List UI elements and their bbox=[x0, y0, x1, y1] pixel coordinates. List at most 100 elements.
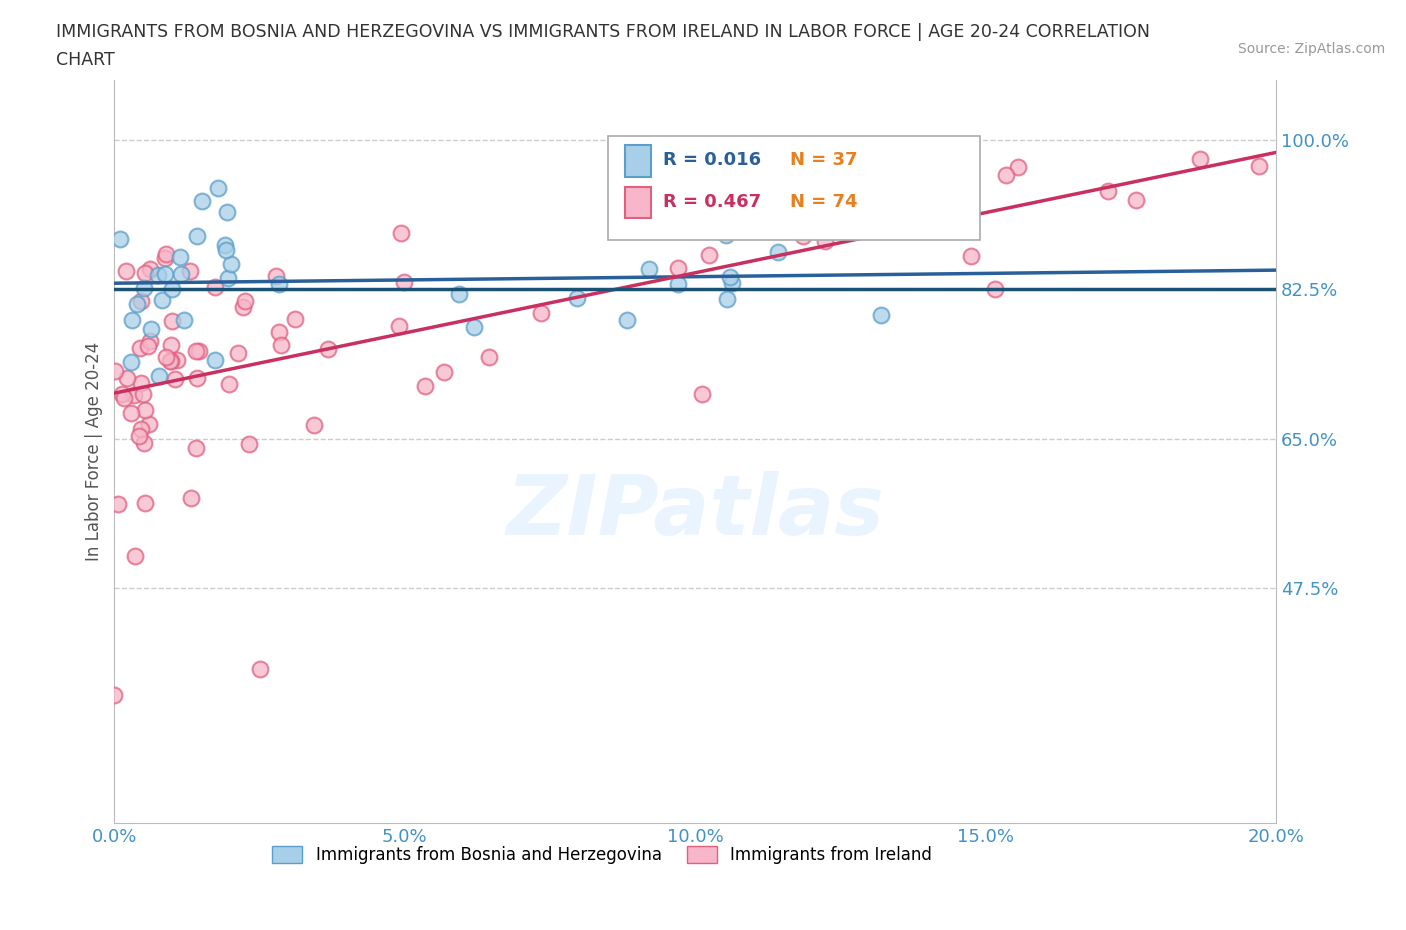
Point bbox=[155, 350, 177, 365]
Point bbox=[132, 436, 155, 451]
Point bbox=[447, 286, 470, 301]
Point bbox=[530, 306, 553, 321]
Point bbox=[984, 282, 1007, 297]
Point bbox=[631, 170, 654, 185]
Point bbox=[690, 387, 713, 402]
Point bbox=[413, 379, 436, 393]
Point bbox=[188, 343, 211, 358]
Point bbox=[191, 193, 214, 208]
Point bbox=[218, 377, 240, 392]
Point bbox=[111, 387, 134, 402]
Point bbox=[169, 266, 191, 281]
Point bbox=[960, 249, 983, 264]
Legend: Immigrants from Bosnia and Herzegovina, Immigrants from Ireland: Immigrants from Bosnia and Herzegovina, … bbox=[266, 839, 939, 870]
Point bbox=[721, 275, 744, 290]
Point bbox=[121, 312, 143, 327]
Point bbox=[478, 349, 501, 364]
Point bbox=[166, 352, 188, 367]
Point bbox=[716, 228, 738, 243]
Point bbox=[1189, 152, 1212, 166]
Text: N = 74: N = 74 bbox=[790, 193, 858, 211]
Point bbox=[159, 338, 181, 352]
Point bbox=[284, 312, 307, 326]
Point bbox=[120, 354, 142, 369]
Point bbox=[179, 263, 201, 278]
Point bbox=[392, 275, 415, 290]
FancyBboxPatch shape bbox=[607, 136, 980, 240]
Point bbox=[153, 266, 176, 281]
Point bbox=[180, 491, 202, 506]
Point bbox=[716, 292, 738, 307]
Point bbox=[814, 233, 837, 248]
Point bbox=[870, 308, 893, 323]
Point bbox=[132, 387, 155, 402]
Point bbox=[107, 497, 129, 512]
Bar bbox=[626, 145, 651, 177]
Point bbox=[1247, 159, 1270, 174]
Point bbox=[146, 268, 169, 283]
Point bbox=[269, 276, 291, 291]
Point bbox=[995, 167, 1018, 182]
Point bbox=[129, 421, 152, 436]
Point bbox=[112, 391, 135, 405]
Point bbox=[616, 313, 638, 328]
Point bbox=[132, 281, 155, 296]
Y-axis label: In Labor Force | Age 20-24: In Labor Force | Age 20-24 bbox=[86, 342, 103, 561]
Point bbox=[131, 376, 153, 391]
Point bbox=[388, 318, 411, 333]
Bar bbox=[626, 187, 651, 219]
Point bbox=[214, 237, 236, 252]
Point bbox=[226, 346, 249, 361]
Point bbox=[232, 299, 254, 314]
Point bbox=[666, 276, 689, 291]
Point bbox=[155, 246, 177, 261]
Point bbox=[389, 226, 412, 241]
Point bbox=[186, 344, 208, 359]
Point bbox=[162, 313, 184, 328]
Point bbox=[159, 354, 181, 369]
Point bbox=[173, 312, 195, 327]
Point bbox=[697, 247, 720, 262]
Point bbox=[114, 264, 136, 279]
Point bbox=[138, 417, 160, 432]
Point bbox=[1097, 184, 1119, 199]
Text: Source: ZipAtlas.com: Source: ZipAtlas.com bbox=[1237, 42, 1385, 56]
Text: R = 0.016: R = 0.016 bbox=[662, 152, 761, 169]
Point bbox=[267, 325, 290, 339]
Point bbox=[186, 370, 208, 385]
Point bbox=[129, 293, 152, 308]
Point bbox=[630, 192, 652, 206]
Point bbox=[117, 371, 139, 386]
Point bbox=[134, 402, 156, 417]
Point bbox=[215, 205, 238, 219]
Point bbox=[186, 440, 208, 455]
Text: ZIPatlas: ZIPatlas bbox=[506, 471, 884, 551]
Point bbox=[139, 322, 162, 337]
Point bbox=[169, 249, 191, 264]
Point bbox=[139, 261, 162, 276]
Point bbox=[128, 340, 150, 355]
Point bbox=[565, 290, 588, 305]
Point bbox=[207, 181, 229, 196]
Point bbox=[148, 368, 170, 383]
Point bbox=[104, 364, 127, 379]
Point bbox=[125, 297, 148, 312]
Point bbox=[249, 662, 271, 677]
Point bbox=[204, 352, 226, 367]
Point bbox=[136, 339, 159, 353]
Point bbox=[215, 243, 238, 258]
Point bbox=[128, 429, 150, 444]
Point bbox=[163, 372, 186, 387]
Point bbox=[233, 294, 256, 309]
Point bbox=[718, 270, 741, 285]
Point bbox=[150, 292, 173, 307]
Text: CHART: CHART bbox=[56, 51, 115, 69]
Point bbox=[134, 266, 156, 281]
Point bbox=[120, 405, 142, 420]
Point bbox=[204, 280, 226, 295]
Point bbox=[302, 418, 325, 432]
Point bbox=[1007, 160, 1029, 175]
Point bbox=[219, 257, 242, 272]
Point bbox=[124, 549, 146, 564]
Point bbox=[1125, 193, 1147, 207]
